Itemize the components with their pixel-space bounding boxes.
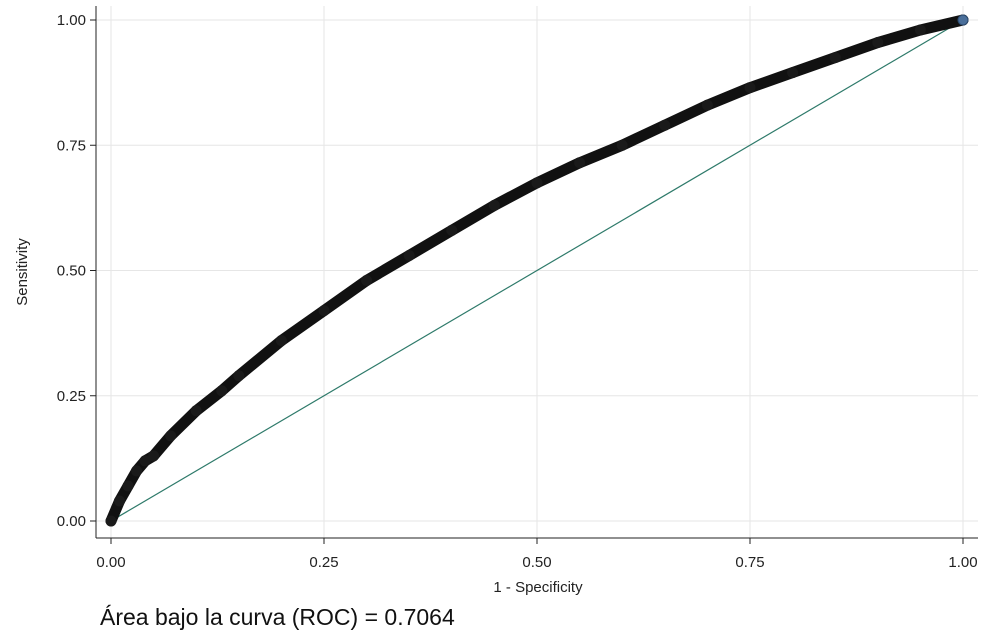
x-tick-label: 0.25 bbox=[309, 554, 338, 571]
roc-point bbox=[914, 24, 926, 36]
roc-point bbox=[574, 157, 586, 169]
roc-point bbox=[446, 224, 458, 236]
roc-point bbox=[122, 480, 134, 492]
y-tick-label: 1.00 bbox=[57, 12, 86, 29]
roc-point bbox=[872, 37, 884, 49]
roc-point bbox=[114, 495, 126, 507]
roc-point bbox=[190, 405, 202, 417]
grid bbox=[96, 6, 978, 538]
roc-point bbox=[105, 515, 117, 527]
tick-labels: 0.00 0.25 0.50 0.75 1.00 0.00 0.25 0.50 0.75 1.00 bbox=[57, 12, 978, 571]
roc-point bbox=[531, 177, 543, 189]
roc-point bbox=[787, 67, 799, 79]
x-tick-label: 0.75 bbox=[735, 554, 764, 571]
x-tick-label: 0.00 bbox=[96, 554, 125, 571]
roc-point bbox=[216, 385, 228, 397]
roc-point bbox=[616, 139, 628, 151]
roc-point bbox=[318, 305, 330, 317]
roc-point bbox=[744, 82, 756, 94]
roc-point bbox=[233, 370, 245, 382]
y-tick-label: 0.25 bbox=[57, 388, 86, 405]
roc-point bbox=[139, 455, 151, 467]
roc-point bbox=[829, 52, 841, 64]
roc-point bbox=[165, 430, 177, 442]
roc-point bbox=[131, 465, 143, 477]
y-tick-label: 0.50 bbox=[57, 263, 86, 280]
roc-point bbox=[403, 249, 415, 261]
endpoint-marker bbox=[957, 14, 969, 26]
y-tick-label: 0.00 bbox=[57, 513, 86, 530]
roc-point bbox=[361, 275, 373, 287]
x-tick-label: 1.00 bbox=[948, 554, 977, 571]
x-axis-label: 1 - Specificity bbox=[493, 579, 583, 596]
roc-point bbox=[148, 450, 160, 462]
roc-point bbox=[659, 119, 671, 131]
y-tick-label: 0.75 bbox=[57, 137, 86, 154]
roc-chart: 0.00 0.25 0.50 0.75 1.00 0.00 0.25 0.50 0.75 1.00… bbox=[14, 6, 978, 596]
series-layer bbox=[105, 14, 969, 527]
roc-point bbox=[701, 99, 713, 111]
y-axis-label: Sensitivity bbox=[14, 238, 31, 306]
roc-point bbox=[275, 335, 287, 347]
x-tick-label: 0.50 bbox=[522, 554, 551, 571]
roc-point bbox=[488, 199, 500, 211]
reference-diagonal-line bbox=[110, 19, 964, 522]
auc-annotation: Área bajo la curva (ROC) = 0.7064 bbox=[100, 604, 455, 630]
